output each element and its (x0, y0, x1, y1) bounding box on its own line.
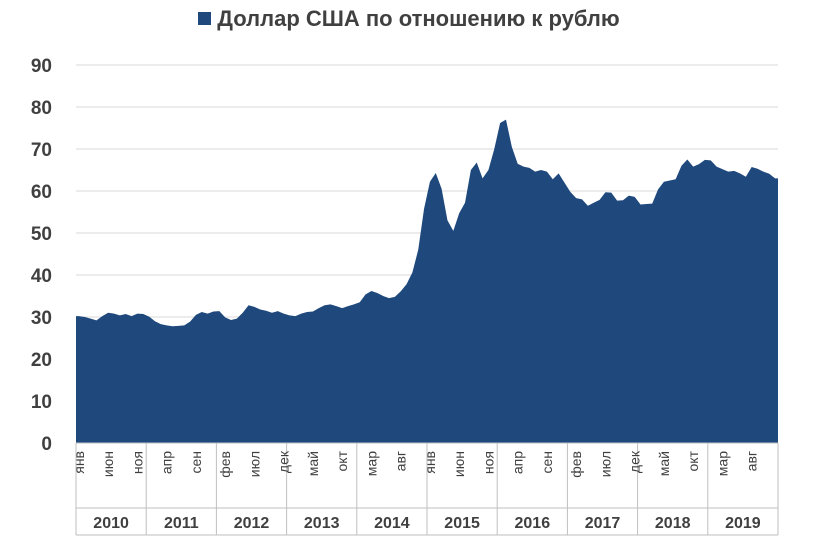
year-label: 2018 (655, 515, 691, 532)
x-tick-label: дек (276, 450, 292, 473)
year-label: 2019 (725, 515, 761, 532)
x-tick-label: янв (71, 451, 87, 474)
year-label: 2014 (374, 515, 410, 532)
x-tick-label: сен (188, 451, 204, 474)
y-tick-label: 30 (31, 308, 52, 329)
x-tick-label: мар (363, 451, 379, 476)
y-tick-label: 40 (31, 266, 52, 287)
x-tick-label: окт (334, 450, 350, 471)
year-label: 2016 (515, 515, 551, 532)
y-tick-label: 20 (31, 350, 52, 371)
x-tick-label: окт (685, 450, 701, 471)
legend-label: Доллар США по отношению к рублю (217, 6, 620, 31)
x-tick-label: авг (744, 451, 760, 471)
y-tick-label: 0 (41, 434, 52, 455)
y-tick-label: 90 (31, 56, 52, 77)
x-tick-label: мар (714, 451, 730, 476)
x-tick-label: фев (568, 451, 584, 478)
x-tick-label: июн (451, 451, 467, 477)
x-tick-label: янв (422, 451, 438, 474)
year-label: 2011 (164, 515, 199, 532)
year-label: 2010 (93, 515, 129, 532)
x-tick-label: июл (246, 451, 262, 477)
series-area (76, 119, 778, 443)
y-tick-label: 60 (31, 182, 52, 203)
x-tick-label: май (305, 451, 321, 476)
x-axis-year-labels: 2010 2011 2012 2013 2014 2015 2016 2017 2018 2019 (93, 515, 760, 532)
y-tick-label: 70 (31, 140, 52, 161)
y-tick-label: 50 (31, 224, 52, 245)
year-label: 2015 (444, 515, 480, 532)
x-tick-label: ноя (480, 451, 496, 474)
y-tick-label: 80 (31, 98, 52, 119)
x-tick-label: апр (159, 451, 175, 474)
x-tick-label: авг (393, 451, 409, 471)
x-tick-label: фев (217, 451, 233, 478)
y-tick-label: 10 (31, 392, 52, 413)
x-axis-month-labels: янв июн ноя апр сен фев июл дек май окт мар авг янв и… (71, 450, 760, 478)
x-axis-frame (75, 442, 779, 536)
legend-swatch (198, 12, 212, 25)
x-tick-label: сен (539, 451, 555, 474)
x-tick-label: апр (510, 451, 526, 474)
year-label: 2012 (234, 515, 270, 532)
legend: Доллар США по отношению к рублю (0, 6, 818, 32)
year-label: 2017 (585, 515, 621, 532)
x-tick-label: дек (627, 450, 643, 473)
y-axis-ticks: 0 10 20 30 40 50 60 70 80 90 (31, 56, 52, 455)
x-tick-label: июн (100, 451, 116, 477)
x-tick-label: май (656, 451, 672, 476)
x-tick-label: ноя (129, 451, 145, 474)
x-tick-label: июл (597, 451, 613, 477)
year-label: 2013 (304, 515, 340, 532)
